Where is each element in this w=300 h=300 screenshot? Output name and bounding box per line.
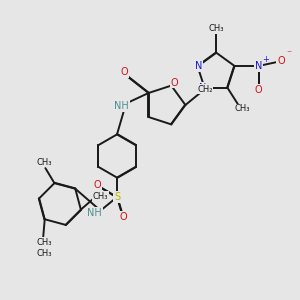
Text: CH₃: CH₃ (37, 249, 52, 258)
Text: O: O (170, 78, 178, 88)
Text: O: O (121, 67, 128, 77)
Text: CH₂: CH₂ (197, 85, 213, 94)
Text: O: O (94, 180, 101, 190)
Text: CH₃: CH₃ (208, 24, 224, 33)
Text: CH₃: CH₃ (235, 104, 250, 113)
Text: O: O (119, 212, 127, 222)
Text: O: O (255, 85, 262, 95)
Text: CH₃: CH₃ (93, 192, 108, 201)
Text: CH₃: CH₃ (37, 238, 52, 247)
Text: S: S (114, 192, 120, 202)
Text: N: N (195, 61, 203, 71)
Text: N: N (255, 61, 262, 71)
Text: O: O (277, 56, 285, 67)
Text: ⁻: ⁻ (286, 49, 291, 59)
Text: CH₃: CH₃ (36, 158, 52, 166)
Text: NH: NH (87, 208, 102, 218)
Text: N: N (200, 83, 207, 93)
Text: NH: NH (114, 101, 129, 111)
Text: +: + (262, 55, 268, 64)
